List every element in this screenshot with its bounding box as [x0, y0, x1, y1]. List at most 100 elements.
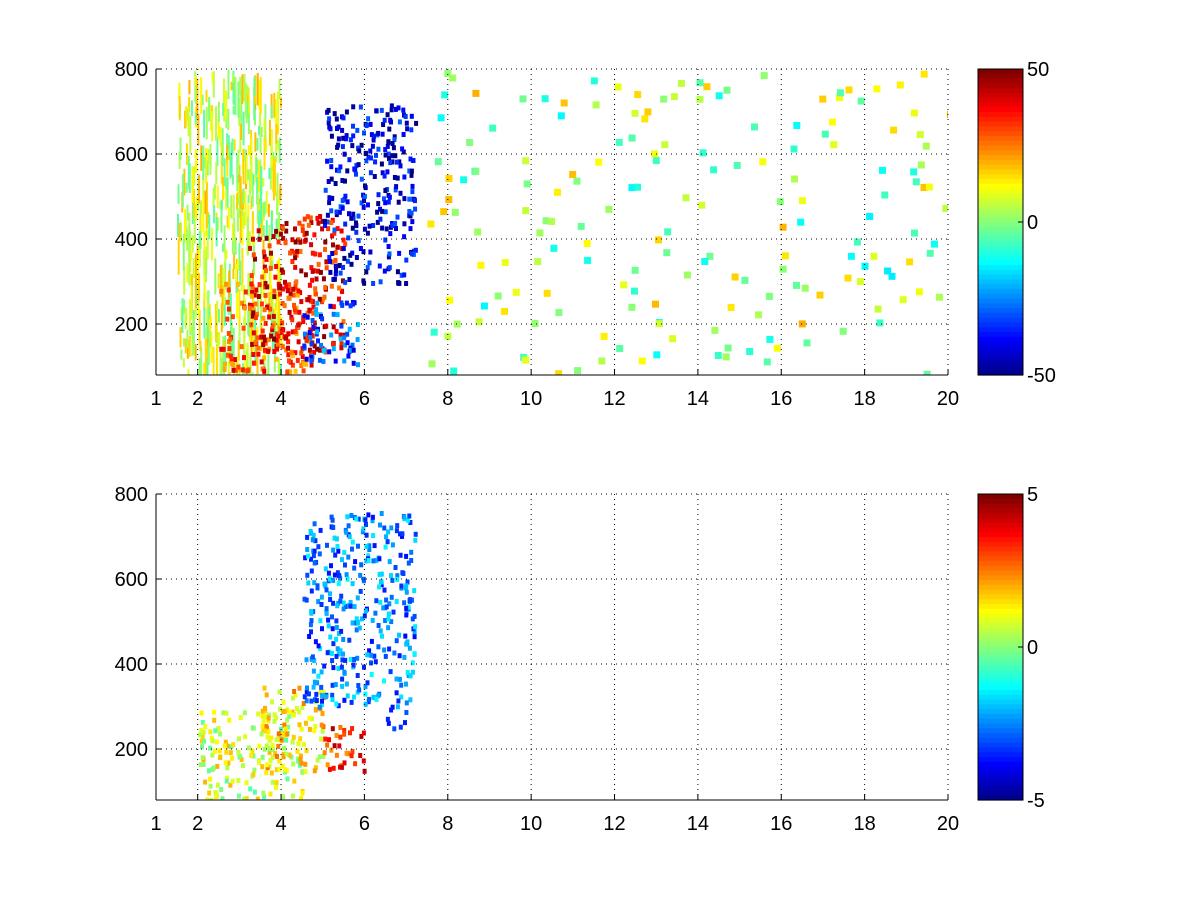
heatmap-cell: [355, 337, 360, 342]
heatmap-cell: [404, 612, 409, 618]
heatmap-cell: [315, 680, 320, 686]
heatmap-cell: [303, 769, 308, 774]
heatmap-cell: [359, 142, 364, 148]
heatmap-cell: [287, 752, 292, 758]
heatmap-cell: [445, 196, 453, 204]
heatmap-cell: [318, 527, 323, 533]
x-tick-label: 18: [854, 813, 876, 835]
colorbar-swatch: [978, 360, 1023, 367]
heatmap-cell: [660, 95, 668, 103]
heatmap-cell: [205, 147, 208, 184]
heatmap-cell: [269, 271, 272, 292]
colorbar-swatch: [978, 737, 1023, 744]
heatmap-cell: [398, 724, 403, 730]
colorbar-swatch: [978, 761, 1023, 768]
heatmap-cell: [252, 789, 257, 795]
heatmap-cell: [243, 285, 245, 307]
heatmap-cell: [217, 277, 220, 286]
heatmap-cell: [184, 209, 186, 243]
heatmap-cell: [254, 308, 257, 341]
heatmap-cell: [343, 342, 347, 348]
heatmap-cell: [374, 557, 379, 563]
heatmap-cell: [266, 715, 271, 721]
heatmap-cell: [313, 765, 318, 771]
heatmap-cell: [354, 616, 359, 622]
heatmap-cell: [293, 350, 298, 356]
heatmap-cell: [615, 138, 623, 146]
heatmap-cell: [341, 264, 345, 270]
heatmap-cell: [219, 346, 224, 352]
heatmap-cell: [194, 343, 197, 361]
heatmap-cell: [377, 263, 382, 269]
heatmap-cell: [873, 85, 881, 93]
heatmap-cell: [287, 282, 292, 288]
heatmap-cell: [696, 95, 704, 103]
heatmap-cell: [306, 553, 311, 559]
heatmap-cell: [267, 203, 270, 217]
heatmap-cell: [345, 331, 350, 337]
heatmap-cell: [331, 346, 336, 352]
heatmap-cell: [353, 559, 358, 565]
heatmap-cell: [229, 152, 232, 179]
heatmap-cell: [246, 368, 250, 374]
heatmap-cell: [710, 166, 718, 174]
heatmap-cell: [270, 327, 275, 333]
heatmap-cell: [472, 89, 480, 97]
heatmap-cell: [177, 239, 180, 275]
heatmap-cell: [308, 622, 313, 628]
heatmap-cell: [188, 299, 191, 332]
heatmap-cell: [220, 200, 223, 233]
heatmap-cell: [177, 214, 179, 237]
heatmap-cell: [403, 114, 408, 119]
heatmap-cell: [245, 350, 248, 375]
heatmap-cell: [631, 266, 639, 274]
heatmap-cell: [386, 720, 391, 726]
heatmap-cell: [318, 214, 323, 219]
heatmap-cell: [208, 776, 213, 782]
heatmap-cell: [364, 158, 369, 164]
heatmap-cell: [338, 332, 343, 338]
heatmap-cell: [216, 136, 219, 167]
heatmap-cell: [364, 543, 369, 549]
heatmap-cell: [233, 95, 236, 106]
heatmap-cell: [334, 653, 339, 659]
heatmap-cell: [347, 211, 351, 217]
heatmap-cell: [241, 74, 244, 105]
heatmap-cell: [357, 148, 362, 154]
heatmap-cell: [387, 601, 392, 607]
heatmap-cell: [343, 279, 348, 285]
heatmap-cell: [270, 744, 275, 749]
heatmap-cell: [398, 531, 402, 537]
heatmap-cell: [256, 176, 259, 205]
heatmap-cell: [236, 281, 240, 287]
heatmap-cell: [392, 650, 397, 656]
heatmap-cell: [310, 268, 315, 274]
heatmap-cell: [434, 158, 442, 166]
heatmap-cell: [247, 194, 250, 204]
heatmap-cell: [715, 92, 723, 100]
heatmap-cell: [394, 528, 399, 534]
colorbar-swatch: [978, 293, 1023, 300]
heatmap-cell: [409, 113, 414, 119]
heatmap-cell: [634, 91, 642, 99]
heatmap-cell: [253, 87, 256, 121]
heatmap-cell: [334, 625, 339, 630]
heatmap-cell: [263, 347, 267, 353]
heatmap-cell: [316, 261, 321, 267]
heatmap-cell: [350, 749, 355, 755]
heatmap-cell: [318, 689, 323, 695]
heatmap-cell: [254, 311, 259, 317]
heatmap-cell: [329, 650, 334, 656]
heatmap-cell: [330, 658, 335, 663]
heatmap-cell: [844, 274, 852, 282]
heatmap-cell: [185, 182, 188, 193]
heatmap-cell: [239, 344, 244, 350]
heatmap-cell: [264, 293, 267, 304]
heatmap-cell: [335, 603, 340, 609]
heatmap-cell: [223, 739, 228, 745]
heatmap-cell: [250, 284, 255, 290]
heatmap-cell: [207, 149, 210, 164]
heatmap-cell: [284, 221, 289, 226]
heatmap-cell: [942, 204, 948, 212]
